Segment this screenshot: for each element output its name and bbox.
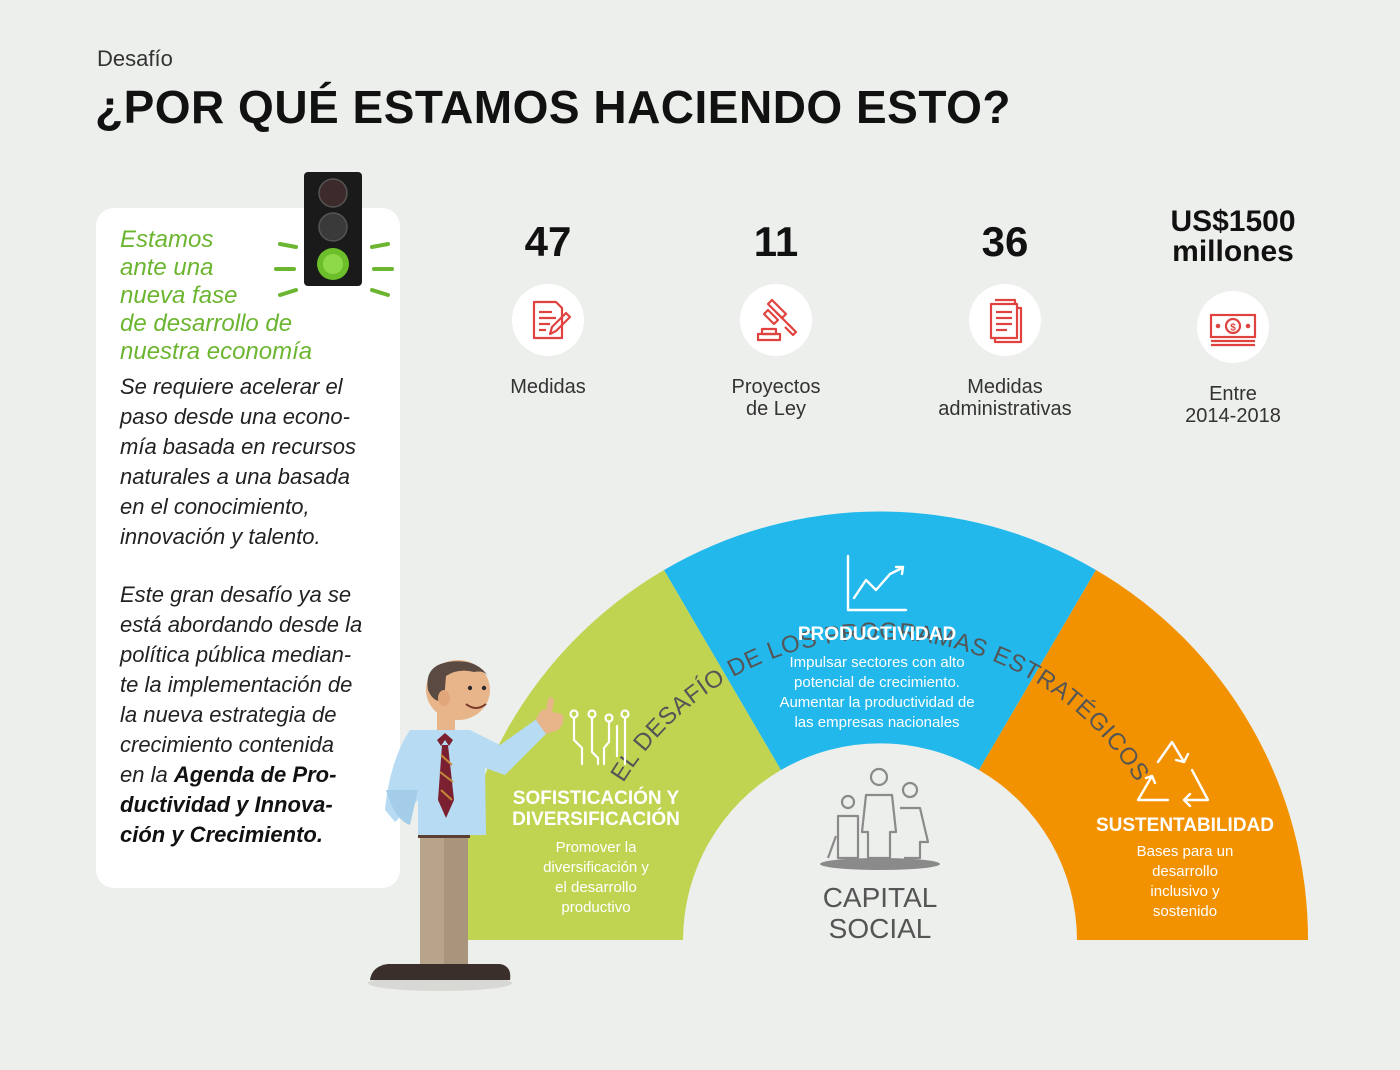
lead-line: ante una <box>120 254 214 281</box>
money-bill-icon: $ <box>1197 291 1269 363</box>
desc-line: sostenido <box>1152 903 1218 920</box>
desc-line: productivo <box>561 899 631 916</box>
stat-value: 47 <box>524 218 572 265</box>
desc-line: desarrollo <box>1152 863 1218 880</box>
segment-desc: Impulsar sectores con alto potencial de … <box>740 653 1014 733</box>
stat-label: de Ley <box>745 398 807 420</box>
stat-value: US$1500 <box>1170 205 1296 238</box>
capital-line: SOCIAL <box>828 913 932 944</box>
para-line: naturales a una basada <box>120 464 350 489</box>
para-line: la nueva estrategia de <box>120 702 337 727</box>
productividad-text: PRODUCTIVIDAD Impulsar sectores con alto… <box>740 624 1014 733</box>
desc-line: Bases para un <box>1136 843 1234 860</box>
para-line: Se requiere acelerar el <box>120 374 343 399</box>
stat-label: Medidas <box>967 376 1043 398</box>
desc-line: Impulsar sectores con alto <box>789 654 965 671</box>
agenda-name: Agenda de Pro- <box>173 762 337 787</box>
stat-medidas-administrativas: 36 Medidas administrativas <box>890 218 1120 421</box>
para-line: mía basada en recursos <box>120 434 357 459</box>
segment-desc: Bases para un desarrollo inclusivo y sos… <box>1070 842 1300 922</box>
segment-productividad <box>664 511 1096 770</box>
intro-body: Se requiere acelerar el paso desde una e… <box>120 372 392 878</box>
segment-title: DIVERSIFICACIÓN <box>512 809 680 830</box>
para-line: política pública median- <box>120 642 352 667</box>
documents-icon <box>969 284 1041 356</box>
para-line: crecimiento contenida <box>120 732 335 757</box>
lead-line: nuestra economía <box>120 338 313 365</box>
intro-paragraph-1: Se requiere acelerar el paso desde una e… <box>120 372 392 552</box>
stat-label: Proyectos <box>731 376 821 398</box>
sustentabilidad-text: SUSTENTABILIDAD Bases para un desarrollo… <box>1070 815 1300 922</box>
intro-lead: Estamos ante una nueva fase de desarroll… <box>120 226 350 366</box>
segment-desc: Promover la diversificación y el desarro… <box>496 838 696 918</box>
desc-line: Aumentar la productividad de <box>779 694 975 711</box>
lead-line: nueva fase <box>120 282 238 309</box>
svg-text:$: $ <box>1230 323 1236 334</box>
desc-line: el desarrollo <box>555 879 637 896</box>
intro-card <box>96 208 400 888</box>
lead-line: de desarrollo de <box>120 310 293 337</box>
agenda-name: ductividad y Innova- <box>120 792 333 817</box>
stat-value: millones <box>1172 235 1294 268</box>
para-line: paso desde una econo- <box>120 404 350 429</box>
capital-social-label: CAPITAL SOCIAL <box>780 882 980 944</box>
desc-line: Promover la <box>555 839 637 856</box>
para-line: en el conocimiento, <box>120 494 310 519</box>
stat-inversion: US$1500 millones $ Entre 2014-2018 <box>1118 205 1348 428</box>
sofisticacion-text: SOFISTICACIÓN Y DIVERSIFICACIÓN Promover… <box>496 788 696 918</box>
desc-line: las empresas nacionales <box>794 714 960 731</box>
para-line: te la implementación de <box>120 672 353 697</box>
traffic-light-icon <box>274 172 394 297</box>
para-line: está abordando desde la <box>120 612 363 637</box>
stat-medidas: 47 Medidas <box>433 218 663 399</box>
segment-title: PRODUCTIVIDAD <box>797 624 957 645</box>
stat-proyectos: 11 Proyectos de Ley <box>661 218 891 421</box>
recycle-icon <box>1136 740 1210 808</box>
segment-sustentabilidad <box>979 570 1309 940</box>
circuit-icon <box>569 709 630 766</box>
section-eyebrow: Desafío <box>97 46 173 71</box>
agenda-name: ción y Crecimiento. <box>120 822 323 847</box>
segment-title: SOFISTICACIÓN Y <box>512 788 680 809</box>
stat-value: 11 <box>753 218 799 265</box>
desc-line: diversificación y <box>543 859 649 876</box>
stat-label: Entre <box>1209 383 1257 405</box>
desc-line: potencial de crecimiento. <box>794 674 960 691</box>
segment-title: SUSTENTABILIDAD <box>1095 815 1275 836</box>
stat-label: Medidas <box>510 376 586 398</box>
capital-line: CAPITAL <box>822 882 938 913</box>
gavel-icon <box>740 284 812 356</box>
page-title: ¿POR QUÉ ESTAMOS HACIENDO ESTO? <box>95 81 1011 133</box>
document-pencil-icon <box>512 284 584 356</box>
stat-label: administrativas <box>938 398 1072 420</box>
stat-value: 36 <box>981 218 1029 265</box>
para-line: Este gran desafío ya se <box>120 582 352 607</box>
intro-paragraph-2: Este gran desafío ya se está abordando d… <box>120 580 392 850</box>
lead-line: Estamos <box>120 226 214 253</box>
man-illustration <box>368 660 564 991</box>
para-line: en la <box>120 762 174 787</box>
para-line: innovación y talento. <box>120 524 321 549</box>
family-icon <box>820 767 940 870</box>
growth-chart-icon <box>846 554 908 612</box>
stat-label: 2014-2018 <box>1185 405 1281 427</box>
desc-line: inclusivo y <box>1150 883 1220 900</box>
